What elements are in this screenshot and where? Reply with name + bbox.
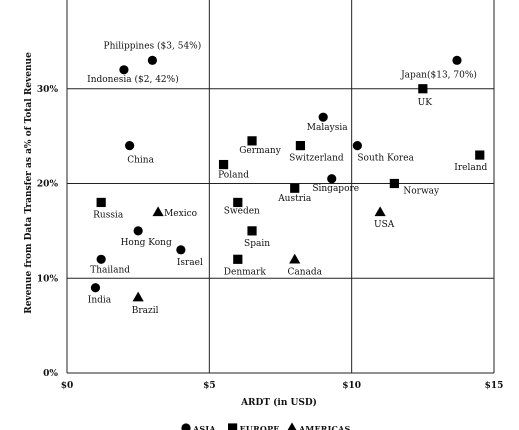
x-tick-label: $10 — [342, 381, 361, 391]
point-label: Philippines ($3, 54%) — [104, 40, 202, 51]
legend-marker-europe — [228, 423, 238, 430]
axes — [66, 0, 494, 374]
point-labels: Philippines ($3, 54%) Indonesia ($2, 42%)… — [87, 40, 487, 316]
point-label: Switzerland — [289, 154, 344, 164]
data-point-americas — [374, 206, 386, 217]
tick-labels: $0 $5 $10 $15 0% 10% 20% 30% — [37, 85, 503, 391]
point-label: India — [88, 296, 112, 306]
point-label: Spain — [244, 239, 270, 249]
point-label: Malaysia — [307, 123, 348, 133]
point-label: Russia — [93, 210, 124, 220]
point-label: Germany — [239, 146, 282, 156]
data-point-europe — [418, 84, 428, 94]
y-tick-label: 10% — [37, 274, 59, 284]
point-label: UK — [418, 98, 433, 108]
data-point-americas — [289, 253, 301, 264]
data-point-europe — [233, 254, 243, 264]
point-label: Norway — [403, 187, 440, 197]
point-label: Denmark — [224, 267, 267, 277]
data-point-europe — [233, 197, 243, 208]
point-label: USA — [374, 220, 395, 230]
point-label: South Korea — [357, 154, 414, 164]
legend: ASIA EUROPE AMERICAS — [181, 422, 350, 430]
data-point-europe — [290, 183, 300, 193]
point-label: Brazil — [132, 306, 159, 316]
point-label: China — [127, 156, 154, 166]
y-tick-label: 30% — [37, 85, 59, 95]
data-point-asia — [327, 174, 337, 184]
data-point-asia — [318, 112, 328, 122]
legend-item-americas: AMERICAS — [298, 424, 351, 430]
x-tick-label: $5 — [203, 381, 216, 391]
data-point-europe — [389, 178, 399, 189]
y-tick-label: 20% — [37, 180, 59, 190]
data-point-asia — [147, 55, 157, 65]
point-label: Poland — [218, 171, 249, 181]
data-point-asia — [352, 141, 362, 151]
data-point-asia — [133, 226, 143, 236]
point-label: Sweden — [224, 206, 260, 216]
grid-lines — [67, 0, 495, 373]
data-point-europe — [295, 141, 306, 151]
data-point-europe — [475, 150, 485, 160]
data-point-europe — [247, 136, 257, 146]
data-point-americas — [152, 206, 164, 217]
data-point-asia — [452, 55, 462, 65]
data-point-asia — [176, 245, 186, 255]
data-point-europe — [96, 197, 106, 208]
data-point-asia — [119, 65, 129, 75]
point-label: Thailand — [90, 265, 130, 275]
point-label: Mexico — [164, 209, 197, 219]
data-point-asia — [125, 141, 135, 151]
data-point-asia — [90, 283, 101, 293]
point-label: Canada — [287, 267, 322, 277]
y-axis-label: Revenue from Data Transfer as a% of Tota… — [24, 52, 34, 314]
data-point-asia — [96, 254, 106, 264]
point-label: Hong Kong — [121, 238, 172, 248]
legend-marker-americas — [287, 422, 297, 430]
x-tick-label: $15 — [485, 381, 504, 391]
data-point-europe — [247, 226, 257, 236]
legend-item-europe: EUROPE — [240, 424, 280, 430]
point-label: Japan($13, 70%) — [400, 69, 477, 80]
y-tick-label: 0% — [43, 369, 58, 379]
data-points — [90, 55, 485, 302]
point-label: Singapore — [312, 184, 359, 194]
point-label: Ireland — [454, 163, 487, 173]
data-point-europe — [218, 159, 229, 170]
legend-marker-asia — [181, 423, 191, 430]
point-label: Indonesia ($2, 42%) — [87, 74, 179, 85]
data-point-americas — [132, 291, 144, 302]
x-tick-label: $0 — [61, 381, 74, 391]
legend-item-asia: ASIA — [192, 424, 216, 430]
x-axis-label: ARDT (in USD) — [240, 397, 317, 408]
point-label: Austria — [277, 194, 312, 204]
point-label: Israel — [177, 258, 203, 268]
